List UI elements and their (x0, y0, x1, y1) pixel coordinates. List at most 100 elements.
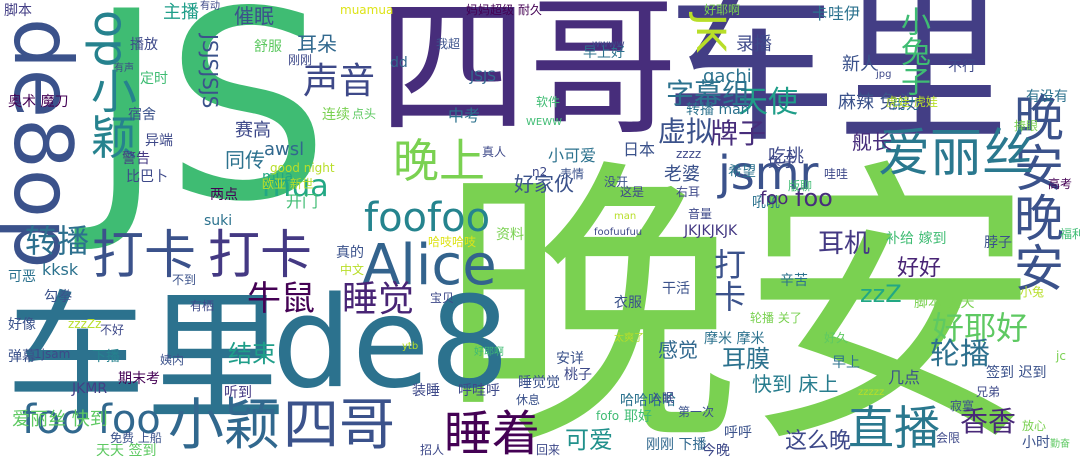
word: 勤奋 (1050, 439, 1070, 450)
word: 高考 (1048, 177, 1073, 191)
word: muamua (340, 3, 394, 17)
word: 录播 (736, 34, 772, 55)
word: 第一次 (678, 405, 715, 419)
word: 这是 (620, 185, 645, 199)
word: 招人 (420, 443, 445, 457)
word: awsl (264, 139, 305, 160)
word: 表情 (560, 167, 585, 181)
word: 轮播 关了 (750, 311, 802, 325)
word: 签到 迟到 (986, 365, 1047, 381)
word: 真人 (482, 145, 507, 159)
word: 好像 (8, 317, 36, 333)
word: 耳机 (818, 229, 871, 259)
word: WEWW (526, 117, 562, 128)
word: ytb (402, 341, 419, 352)
word: 小兔 (1020, 285, 1045, 299)
word: 好耶好 (932, 309, 1029, 347)
word: 版聊 (788, 179, 813, 193)
word: 爱丽丝 快到 (12, 409, 108, 430)
word: zzzZz (68, 317, 102, 331)
word: mua (262, 169, 294, 185)
word: 定时 (140, 71, 168, 87)
word: zzZ (860, 280, 902, 308)
word: 转播 (25, 222, 90, 260)
word: 摩米 摩米 (704, 331, 765, 347)
word: 好耶啊 (704, 3, 741, 17)
word: 用力 (892, 97, 920, 113)
word: foo (760, 188, 789, 209)
word: 几点 (888, 368, 921, 387)
word: 睡觉 (342, 279, 415, 320)
word: 入眠 (650, 391, 675, 405)
word: 车里 (6, 278, 287, 441)
word: gachi (703, 66, 752, 87)
word: foo (795, 184, 833, 212)
word: 小颖 (168, 393, 280, 458)
word: 好耶啊 (474, 347, 504, 358)
word: 听到 (224, 385, 252, 401)
word: 中考 (448, 106, 481, 125)
word: 刚刚 下播 (646, 437, 707, 453)
word: 好家伙 (514, 172, 574, 196)
word: 吼吼 (752, 195, 780, 211)
word: 呼哇呼 (458, 383, 500, 399)
word: foofuufuu (594, 227, 643, 238)
word: 打卡 (92, 226, 197, 286)
word: 脖子 (984, 235, 1012, 251)
word: 香香 (960, 405, 1017, 438)
word: 脚本 (4, 3, 32, 19)
word: 字幕组 (666, 77, 751, 110)
word: 结束 (228, 340, 276, 368)
word: 小兔子 (895, 6, 930, 96)
word: 呼呼 (724, 425, 752, 441)
word: 寂寞 (950, 399, 975, 413)
word: jc (1056, 349, 1066, 363)
word: 小时 (1022, 435, 1050, 451)
word: 右耳 (676, 185, 701, 199)
word: 奥术 魔刀 (8, 94, 69, 110)
word: 衣服 (614, 295, 642, 311)
word: fofo (596, 409, 620, 423)
word: 小可爱 (548, 146, 597, 165)
word: 卡哇伊 (812, 4, 861, 23)
word: 牛鼠 (247, 279, 315, 319)
word: 有没有 (1026, 89, 1068, 105)
word: 早上 (832, 355, 860, 371)
word: 两点 (210, 187, 238, 203)
word: 没开 (604, 175, 629, 189)
word: 老婆 (664, 164, 700, 185)
word: 转播 man (686, 102, 750, 118)
word: 期末考 (118, 371, 160, 387)
word: 脚本 天天 (914, 295, 975, 311)
word: 真的 (336, 245, 364, 261)
word: zzzzz (858, 387, 885, 398)
word: 警告 (122, 151, 150, 167)
word: 直播 (848, 401, 940, 455)
word: 不好 (100, 323, 125, 337)
word: 点头 (352, 107, 377, 121)
word: 睡着 (444, 406, 541, 462)
word: 刚刚 (288, 53, 313, 67)
word: JKMR (72, 381, 108, 397)
word: 可恶 (8, 269, 36, 285)
word: 四哥 (378, 0, 679, 156)
word: 打卡 (709, 248, 747, 312)
word: 放心 (1022, 419, 1047, 433)
word: 晚安晚安 (1006, 92, 1064, 292)
word: 宿舍 (128, 107, 156, 123)
word: 兔子 (768, 155, 796, 171)
word: JSJSJSJS (198, 34, 222, 109)
word: 有栖 (190, 299, 215, 313)
word: jsmr (718, 146, 819, 200)
word: wwww (592, 39, 625, 50)
word: 这么晚 (785, 429, 852, 454)
word: 不行 (948, 59, 976, 75)
word: n2 (532, 165, 548, 179)
word: JKJKJKJK (684, 223, 738, 239)
word: 会限 (936, 431, 961, 445)
word: 妈妈超级 耐久 (466, 3, 542, 17)
word: 欧亚 新世 (262, 177, 314, 191)
word: 1jsam (34, 347, 71, 361)
word: 耳膜 (722, 345, 770, 373)
word: JS (88, 0, 330, 259)
